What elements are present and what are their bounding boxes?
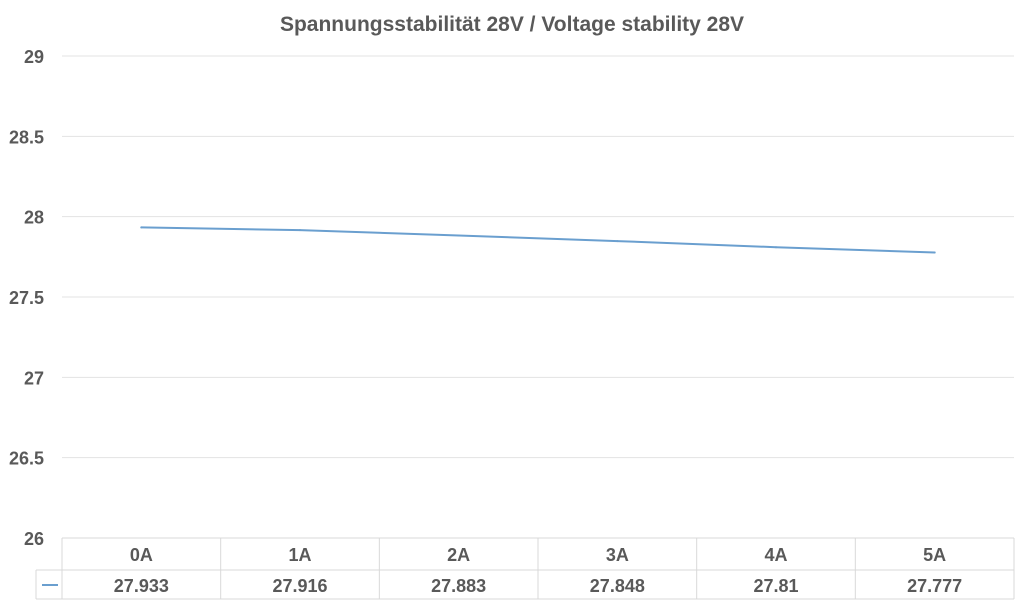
x-category-label: 2A	[447, 545, 470, 565]
data-point	[616, 240, 619, 243]
y-tick-label: 27	[24, 368, 44, 388]
data-point	[299, 229, 301, 232]
data-point	[775, 246, 777, 249]
x-category-label: 0A	[130, 545, 153, 565]
series-layer	[140, 226, 936, 254]
table-value-cell: 27.81	[753, 576, 798, 596]
x-category-label: 4A	[764, 545, 787, 565]
y-tick-label: 28.5	[9, 127, 44, 147]
series-line	[140, 226, 936, 254]
y-tick-label: 28	[24, 208, 44, 228]
table-value-cell: 27.777	[907, 576, 962, 596]
data-table: 0A 27.933 1A 27.916 2A 27.883 3A 27.848 4A 27.81 5…	[35, 537, 1015, 600]
table-value-cell: 27.933	[114, 576, 169, 596]
x-category-label: 1A	[288, 545, 311, 565]
data-point	[140, 226, 143, 229]
y-axis-ticks: 26 26.5 27 27.5 28 28.5 29	[9, 47, 44, 549]
gridlines	[62, 55, 1014, 459]
table-value-cell: 27.848	[590, 576, 645, 596]
chart-title: Spannungsstabilität 28V / Voltage stabil…	[280, 13, 744, 36]
data-point	[457, 234, 460, 237]
y-tick-label: 26	[24, 529, 44, 549]
x-category-label: 3A	[606, 545, 629, 565]
data-point	[933, 251, 936, 254]
y-tick-label: 27.5	[9, 288, 44, 308]
y-tick-label: 26.5	[9, 449, 44, 469]
table-value-cell: 27.916	[272, 576, 327, 596]
table-value-cell: 27.883	[431, 576, 486, 596]
x-category-label: 5A	[923, 545, 946, 565]
y-tick-label: 29	[24, 47, 44, 67]
